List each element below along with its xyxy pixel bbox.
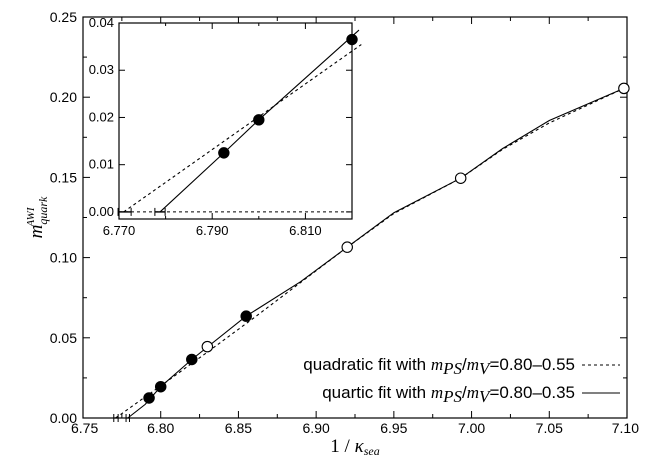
open-data-point [341, 241, 353, 253]
inset-quartic-fit-line [159, 29, 360, 213]
x-tick-label: 6.90 [303, 420, 330, 436]
legend-label-quadratic: quadratic fit with mPS/mV=0.80–0.55 [303, 355, 575, 378]
x-tick-label: 6.85 [225, 420, 252, 436]
inset-x-tick-label: 6.770 [103, 223, 136, 238]
y-tick-label: 0.20 [50, 89, 77, 105]
inset-x-tick-label: 6.790 [196, 223, 229, 238]
y-tick-label: 0.00 [50, 410, 77, 426]
filled-data-point [143, 392, 155, 404]
open-data-point [201, 340, 214, 353]
open-data-point [618, 82, 630, 95]
x-tick-label: 7.10 [612, 420, 639, 436]
legend: quadratic fit with mPS/mV=0.80–0.55 quart… [303, 355, 620, 406]
inset-y-tick-label: 0.00 [89, 204, 114, 219]
x-tick-label: 7.00 [458, 420, 485, 436]
y-tick-label: 0.15 [50, 169, 77, 185]
filled-data-point [154, 380, 167, 393]
inset-y-tick-label: 0.01 [89, 157, 114, 172]
inset-x-tick-label: 6.810 [289, 223, 322, 238]
filled-data-point [186, 353, 198, 366]
inset-y-tick-label: 0.02 [89, 109, 114, 124]
main-plot: 6.75 6.80 6.85 6.90 6.95 7.00 7.05 7.10 0.00 0.05… [25, 9, 639, 458]
x-axis-title: 1 / κsea [330, 436, 379, 458]
open-data-point [454, 172, 467, 184]
inset-frame [118, 22, 353, 220]
inset-plot: 6.770 6.790 6.810 0.00 0.01 0.02 0.03 0.04 [89, 15, 362, 238]
y-tick-label: 0.05 [50, 330, 77, 346]
y-tick-label: 0.10 [50, 250, 77, 266]
x-tick-label: 6.80 [147, 420, 174, 436]
inset-y-tick-label: 0.03 [89, 62, 114, 77]
y-tick-label: 0.25 [50, 9, 77, 25]
filled-data-point [240, 310, 252, 322]
inset-filled-data-point [218, 147, 230, 159]
inset-quadratic-fit-line [123, 44, 362, 213]
inset-filled-data-point [346, 33, 358, 46]
y-axis-title: mquarkAWI [25, 196, 50, 238]
x-tick-label: 6.75 [71, 420, 98, 436]
inset-filled-data-point [253, 114, 265, 126]
x-tick-label: 7.05 [536, 420, 563, 436]
inset-y-tick-label: 0.04 [89, 15, 114, 30]
x-tick-label: 6.95 [380, 420, 407, 436]
legend-label-quartic: quartic fit with mPS/mV=0.80–0.35 [322, 383, 575, 406]
